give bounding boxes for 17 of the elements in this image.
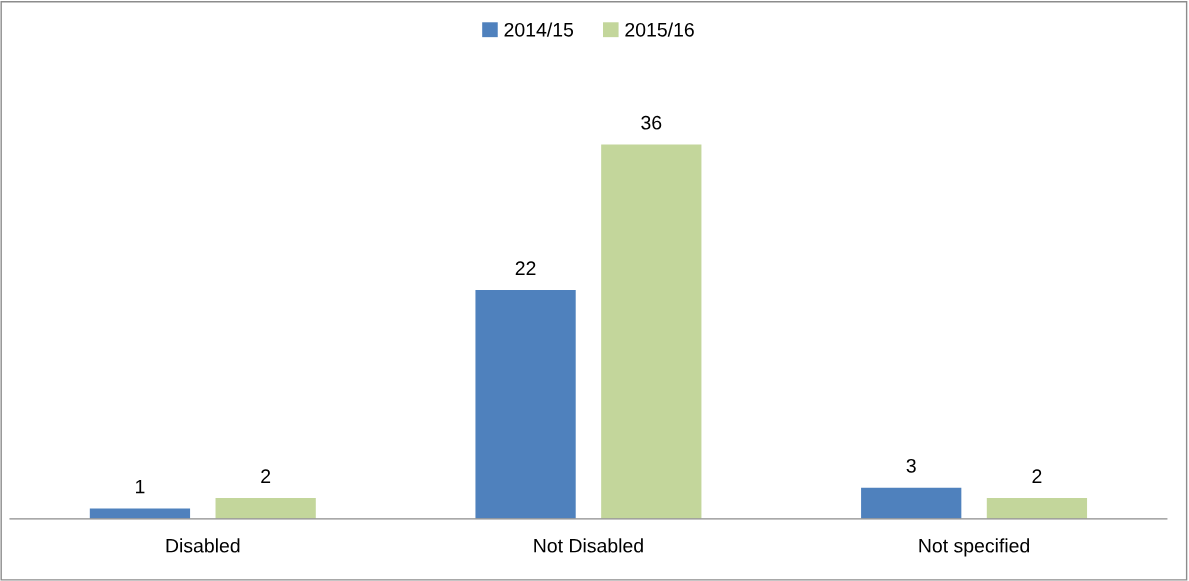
data-label: 22 [515,261,536,275]
legend-label: 2014/15 [504,22,574,37]
legend-label: 2015/16 [625,22,694,37]
x-tick-label: Not specified [919,538,1030,557]
x-tick-label: Not Disabled [534,538,643,553]
data-label: 1 [136,479,145,494]
data-label: 2 [1032,469,1042,483]
bar [475,290,576,519]
bar [601,144,702,519]
data-label: 36 [641,115,662,130]
bar [986,498,1088,519]
data-label: 3 [906,458,916,473]
bar [89,508,191,519]
bar [215,498,316,519]
x-tick-label: Disabled [166,538,240,553]
data-label: 2 [261,469,271,483]
bar [861,487,962,519]
